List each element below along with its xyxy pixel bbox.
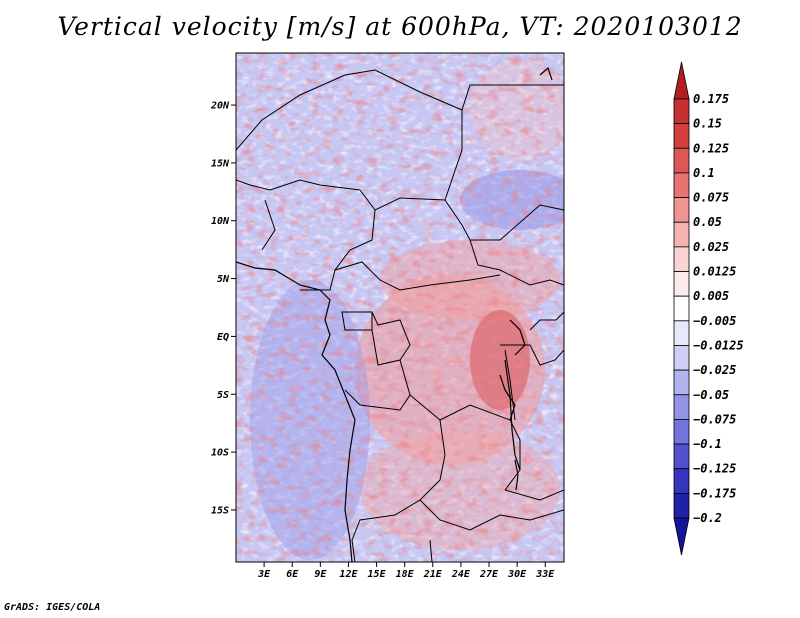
colorbar-label: 0.025 — [693, 240, 729, 254]
lon-tick-label: 12E — [339, 569, 358, 580]
lat-tick-label: EQ — [217, 332, 229, 343]
colorbar-swatch — [673, 172, 690, 198]
map-frame — [235, 52, 565, 563]
colorbar-label: −0.0125 — [693, 338, 744, 352]
lat-tick-label: 10S — [211, 448, 229, 459]
colorbar-swatch — [673, 295, 690, 322]
colorbar-swatch — [673, 492, 690, 519]
lon-tick-label: 21E — [423, 569, 443, 580]
colorbar-label: 0.0125 — [693, 265, 736, 279]
lat-tick-label: 5S — [217, 390, 229, 401]
lon-tick-label: 6E — [286, 569, 299, 580]
colorbar-swatch — [673, 197, 690, 223]
colorbar-label: −0.2 — [693, 511, 722, 525]
colorbar-swatch — [673, 221, 690, 248]
lon-tick-label: 9E — [314, 569, 327, 580]
colorbar-swatch — [673, 246, 690, 272]
colorbar-label: 0.075 — [693, 191, 729, 205]
lon-tick-label: 24E — [451, 569, 471, 580]
lon-tick-label: 3E — [257, 569, 271, 580]
colorbar-label: −0.05 — [693, 388, 729, 402]
lat-tick-label: 10N — [211, 216, 230, 227]
colorbar-swatch — [673, 369, 690, 396]
colorbar-swatch — [673, 61, 690, 100]
longitude-axis: 3E 6E 9E 12E 15E 18E 21E 24E 27E 30E 33E — [257, 562, 555, 580]
lat-tick-label: 20N — [210, 101, 230, 112]
coastline — [236, 66, 553, 562]
lon-tick-label: 30E — [507, 569, 527, 580]
colorbar-swatch — [673, 98, 690, 125]
colorbar-swatch — [673, 419, 690, 445]
lon-tick-label: 15E — [368, 569, 387, 580]
grads-credit: GrADS: IGES/COLA — [4, 602, 101, 613]
lon-tick-label: 33E — [535, 569, 555, 580]
country-borders — [236, 69, 564, 562]
colorbar-label: −0.175 — [693, 486, 736, 500]
colorbar-label: −0.005 — [693, 314, 736, 328]
colorbar-label: 0.1 — [693, 166, 715, 180]
colorbar-label: −0.1 — [693, 437, 722, 451]
colorbar-label: 0.05 — [693, 215, 722, 229]
colorbar-swatch — [673, 517, 690, 556]
colorbar-label: −0.125 — [693, 462, 736, 476]
lat-tick-label: 5N — [217, 274, 230, 285]
colorbar-swatch — [673, 443, 690, 470]
colorbar: 0.175 0.15 0.125 0.1 0.075 0.05 0.025 0.0125 0.0… — [673, 61, 744, 556]
colorbar-label: 0.005 — [693, 289, 729, 303]
colorbar-label: 0.15 — [693, 117, 722, 131]
vertical-velocity-field — [236, 53, 564, 562]
chart-title: Vertical velocity [m/s] at 600hPa, VT: 2… — [57, 12, 743, 41]
colorbar-label: 0.175 — [693, 92, 729, 106]
colorbar-swatch — [673, 271, 690, 297]
lon-tick-label: 27E — [479, 569, 499, 580]
colorbar-swatch — [673, 320, 690, 346]
lat-tick-label: 15N — [211, 158, 230, 169]
lat-tick-label: 15S — [211, 505, 229, 516]
colorbar-label: −0.025 — [693, 363, 736, 377]
latitude-axis: 20N 15N 10N 5N EQ 5S 10S 15S — [210, 101, 236, 516]
colorbar-label: 0.125 — [693, 141, 729, 155]
colorbar-swatch — [673, 123, 690, 149]
colorbar-swatch — [673, 147, 690, 174]
colorbar-swatch — [673, 345, 690, 371]
lon-tick-label: 18E — [396, 569, 415, 580]
colorbar-swatch — [673, 468, 690, 494]
colorbar-swatch — [673, 394, 690, 420]
colorbar-label: −0.075 — [693, 412, 736, 426]
